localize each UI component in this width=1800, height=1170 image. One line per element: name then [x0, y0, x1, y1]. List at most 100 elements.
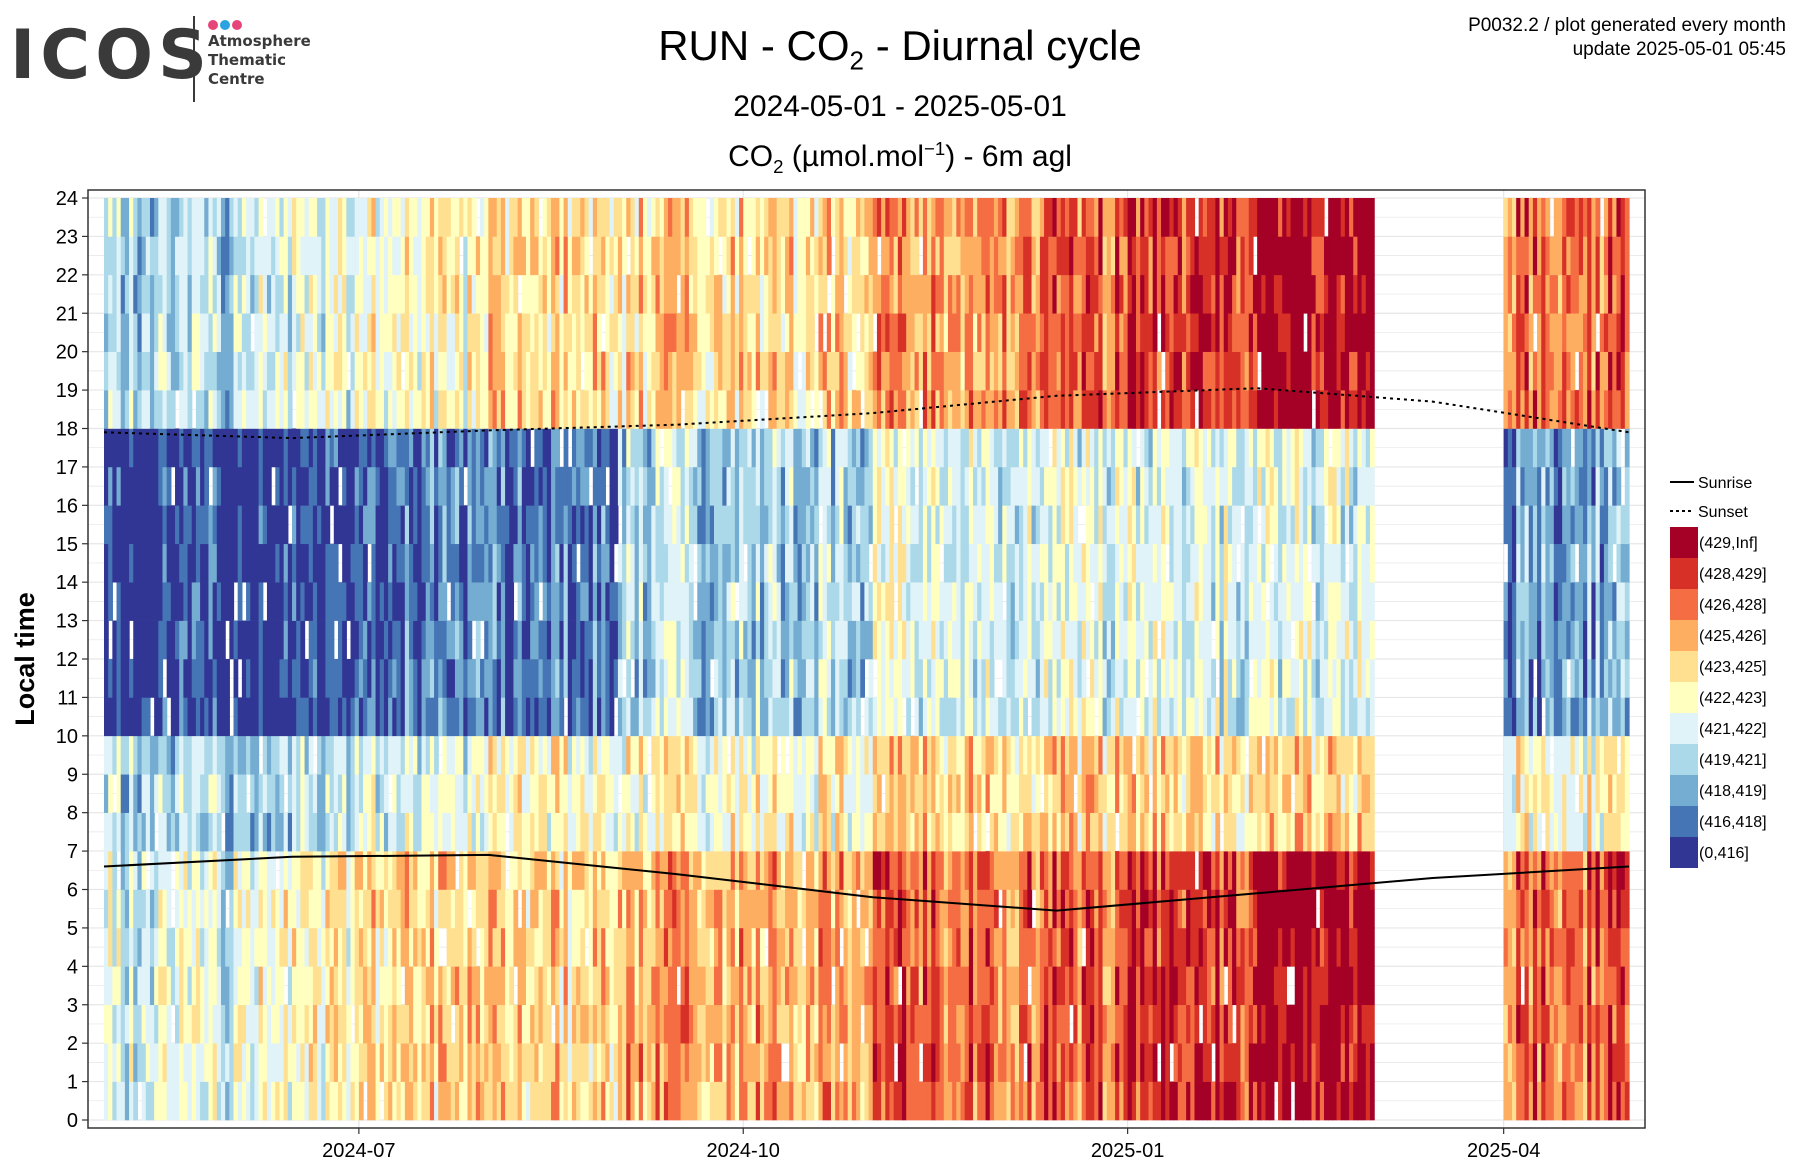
heatmap-cell	[154, 620, 159, 660]
heatmap-cell	[638, 351, 644, 391]
heatmap-cell	[718, 927, 723, 967]
heatmap-cell	[354, 966, 360, 1006]
heatmap-cell	[375, 1004, 381, 1044]
heatmap-cell	[296, 274, 301, 314]
heatmap-cell	[856, 659, 861, 698]
heatmap-cell	[818, 198, 824, 237]
heatmap-cell	[287, 543, 293, 583]
heatmap-cell	[195, 620, 201, 660]
heatmap-cell	[805, 351, 811, 391]
heatmap-cell	[346, 889, 352, 929]
heatmap-cell	[680, 236, 686, 276]
heatmap-cell	[200, 735, 205, 775]
heatmap-cell	[191, 313, 197, 352]
heatmap-cell	[981, 236, 987, 276]
heatmap-cell	[885, 236, 891, 276]
heatmap-cell	[872, 543, 878, 583]
heatmap-cell	[258, 351, 264, 391]
heatmap-cell	[342, 543, 347, 583]
heatmap-cell	[885, 351, 891, 391]
heatmap-cell	[429, 774, 435, 813]
heatmap-cell	[743, 966, 749, 1006]
heatmap-cell	[943, 505, 949, 545]
heatmap-cell	[525, 620, 531, 660]
heatmap-cell	[154, 543, 159, 583]
heatmap-cell	[952, 735, 957, 775]
heatmap-cell	[571, 313, 577, 352]
heatmap-cell	[496, 543, 502, 583]
heatmap-cell	[563, 1043, 569, 1082]
heatmap-cell	[622, 851, 627, 890]
heatmap-cell	[300, 927, 306, 967]
heatmap-cell	[154, 505, 159, 545]
heatmap-cell	[885, 697, 891, 737]
heatmap-cell	[421, 927, 427, 967]
heatmap-cell	[388, 1043, 393, 1082]
heatmap-cell	[396, 236, 402, 276]
heatmap-cell	[734, 390, 740, 429]
heatmap-cell	[839, 236, 845, 276]
heatmap-cell	[814, 735, 820, 775]
heatmap-cell	[563, 774, 569, 813]
heatmap-cell	[559, 543, 565, 583]
heatmap-cell	[605, 582, 611, 621]
heatmap-cell	[981, 428, 987, 468]
heatmap-cell	[814, 1081, 820, 1121]
heatmap-cell	[425, 505, 431, 545]
heatmap-cell	[785, 851, 790, 890]
heatmap-cell	[525, 889, 531, 929]
heatmap-cell	[350, 466, 356, 506]
heatmap-cell	[400, 659, 406, 698]
heatmap-cell	[810, 351, 815, 391]
heatmap-cell	[521, 390, 527, 429]
heatmap-cell	[308, 774, 314, 813]
heatmap-cell	[743, 927, 749, 967]
heatmap-cell	[241, 428, 247, 468]
heatmap-cell	[304, 697, 310, 737]
heatmap-cell	[918, 198, 924, 237]
heatmap-cell	[785, 927, 790, 967]
heatmap-cell	[592, 582, 598, 621]
heatmap-cell	[680, 851, 686, 890]
heatmap-cell	[826, 313, 832, 352]
heatmap-cell	[438, 428, 444, 468]
heatmap-cell	[630, 620, 636, 660]
heatmap-cell	[889, 198, 895, 237]
heatmap-cell	[584, 236, 590, 276]
heatmap-cell	[973, 697, 978, 737]
heatmap-cell	[237, 1004, 243, 1044]
heatmap-cell	[116, 812, 122, 852]
heatmap-cell	[434, 735, 439, 775]
heatmap-cell	[751, 927, 757, 967]
heatmap-cell	[141, 697, 147, 737]
heatmap-cell	[500, 1004, 506, 1044]
heatmap-cell	[822, 697, 828, 737]
heatmap-cell	[145, 543, 151, 583]
heatmap-cell	[287, 927, 293, 967]
heatmap-cell	[375, 274, 381, 314]
heatmap-cell	[973, 1004, 978, 1044]
heatmap-cell	[329, 274, 335, 314]
heatmap-cell	[438, 466, 444, 506]
heatmap-cell	[709, 505, 715, 545]
heatmap-cell	[116, 428, 122, 468]
heatmap-cell	[358, 620, 364, 660]
heatmap-cell	[939, 236, 945, 276]
heatmap-cell	[129, 889, 134, 929]
heatmap-cell	[835, 274, 840, 314]
heatmap-cell	[367, 505, 372, 545]
heatmap-cell	[396, 659, 402, 698]
heatmap-cell	[893, 1004, 899, 1044]
heatmap-cell	[638, 774, 644, 813]
heatmap-cell	[154, 1004, 159, 1044]
logo-divider	[193, 16, 195, 102]
heatmap-cell	[663, 274, 669, 314]
heatmap-cell	[851, 889, 857, 929]
heatmap-cell	[225, 1081, 230, 1121]
heatmap-cell	[680, 1043, 686, 1082]
heatmap-cell	[254, 543, 260, 583]
heatmap-cell	[755, 927, 761, 967]
heatmap-cell	[663, 1081, 669, 1121]
heatmap-cell	[354, 313, 360, 352]
heatmap-cell	[910, 927, 916, 967]
